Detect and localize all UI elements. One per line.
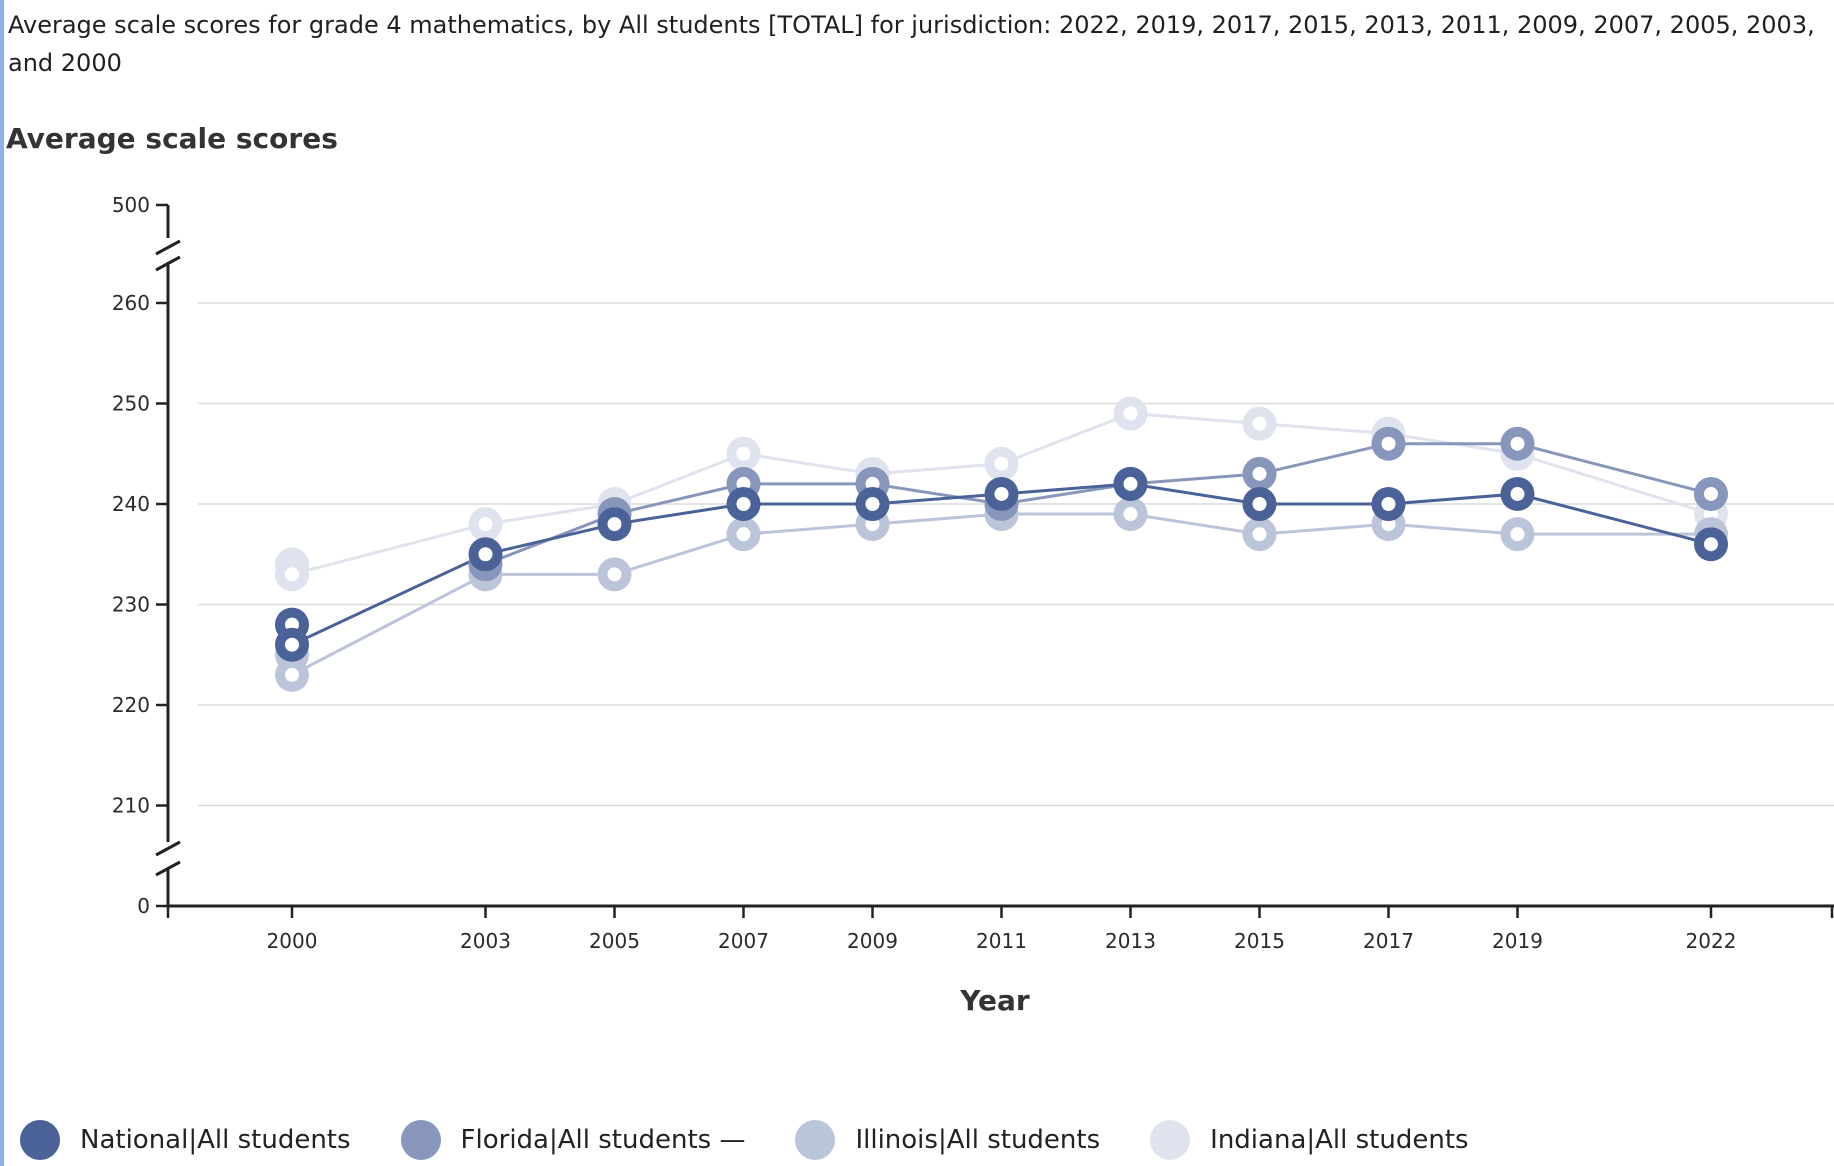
florida-point-center-2015	[1252, 466, 1267, 481]
y-tick-label-220: 220	[112, 693, 150, 717]
national-point-2005	[597, 507, 632, 542]
y-tick-label-210: 210	[112, 794, 150, 818]
legend-item-illinois[interactable]: Illinois|All students	[795, 1120, 1100, 1160]
national-point-center-2009	[865, 497, 880, 511]
illinois-point-2015	[1242, 517, 1277, 552]
legend-label-national: National|All students	[80, 1125, 351, 1155]
x-tick-label-2017: 2017	[1363, 929, 1414, 953]
national-point-center-2005	[607, 517, 622, 532]
legend-label-florida: Florida|All students —	[460, 1125, 746, 1155]
illinois-line	[291, 512, 1711, 677]
y-tick-label-0: 0	[137, 894, 150, 918]
illinois-point-2000	[275, 657, 309, 692]
illinois-point-center-2019	[1510, 527, 1525, 542]
illinois-point-center-2015	[1252, 527, 1267, 542]
illinois-point-center-2000	[285, 667, 299, 682]
legend-swatch-national	[20, 1120, 60, 1160]
florida-point-2022	[1694, 476, 1728, 511]
national-point-2017	[1371, 487, 1406, 521]
national-point-2000	[275, 627, 309, 662]
national-point-2019	[1500, 476, 1535, 511]
chart-title: Average scale scores for grade 4 mathema…	[8, 11, 1815, 77]
indiana-point-2000	[275, 557, 309, 592]
legend-swatch-illinois	[795, 1120, 836, 1160]
national-point-center-2017	[1381, 497, 1396, 511]
x-tick-label-2013: 2013	[1105, 929, 1156, 953]
legend-item-indiana[interactable]: Indiana|All students	[1150, 1120, 1469, 1160]
florida-point-2015	[1242, 456, 1277, 491]
indiana-point-center-2007	[736, 446, 751, 461]
y-axis-break-bottom-a	[155, 840, 181, 857]
florida-line	[484, 442, 1712, 566]
national-point-center-2003	[478, 547, 493, 562]
florida-point-center-2022	[1704, 486, 1718, 501]
legend-item-national[interactable]: National|All students	[20, 1120, 351, 1160]
national-point-center-2019	[1510, 486, 1525, 501]
x-tick-label-2003: 2003	[460, 929, 511, 953]
national-point-center-2011	[994, 486, 1009, 501]
y-tick-label-240: 240	[112, 492, 150, 516]
national-point-2003	[468, 537, 503, 572]
national-point-center-2015	[1252, 497, 1267, 511]
illinois-point-center-2007	[736, 527, 751, 542]
chart-svg: 0 210 220 230 240 250 260 500 2000 2003 2005 2007 20…	[112, 193, 1834, 1017]
indiana-point-2011	[984, 446, 1019, 481]
left-accent-bar	[0, 0, 4, 1166]
national-point-2011	[984, 476, 1019, 511]
indiana-point-2003	[468, 507, 503, 542]
florida-point-center-2019	[1510, 436, 1525, 451]
x-tick-label-2015: 2015	[1234, 929, 1285, 953]
illinois-point-2007	[726, 517, 761, 552]
y-tick-label-500: 500	[112, 193, 150, 217]
national-point-center-2000	[285, 637, 299, 652]
x-tick-label-2022: 2022	[1686, 929, 1737, 953]
y-tick-label-260: 260	[112, 291, 150, 315]
indiana-point-center-2000	[285, 567, 299, 582]
x-axis-title: Year	[959, 984, 1030, 1017]
x-tick-label-2009: 2009	[847, 929, 898, 953]
national-point-2007	[726, 487, 761, 521]
indiana-point-center-2015	[1252, 416, 1267, 431]
florida-point-2017	[1371, 426, 1406, 461]
indiana-point-center-2011	[994, 456, 1009, 471]
legend-label-indiana: Indiana|All students	[1210, 1125, 1469, 1155]
illinois-point-center-2005	[607, 567, 622, 582]
national-point-center-2007	[736, 497, 751, 511]
legend-item-florida[interactable]: Florida|All students —	[400, 1120, 746, 1160]
legend: National|All students Florida|All student…	[20, 1120, 1469, 1160]
indiana-point-center-2003	[478, 517, 493, 532]
florida-point-center-2017	[1381, 436, 1396, 451]
x-tick-label-2005: 2005	[589, 929, 640, 953]
axis-layer: 0 210 220 230 240 250 260 500 2000 2003 2005 2007 20…	[112, 193, 1834, 953]
indiana-point-2015	[1242, 406, 1277, 441]
national-point-2013	[1113, 466, 1148, 501]
national-point-center-2022	[1704, 537, 1718, 552]
illinois-point-2005	[597, 557, 632, 592]
y-tick-label-230: 230	[112, 593, 150, 617]
illinois-point-center-2013	[1123, 507, 1138, 522]
legend-label-illinois: Illinois|All students	[855, 1125, 1101, 1155]
indiana-point-center-2013	[1123, 406, 1138, 421]
illinois-point-2019	[1500, 517, 1535, 552]
legend-swatch-florida	[400, 1120, 441, 1160]
national-point-2009	[855, 487, 890, 521]
y-tick-label-250: 250	[112, 392, 150, 416]
national-point-center-2013	[1123, 476, 1138, 491]
national-point-2015	[1242, 487, 1277, 521]
legend-swatch-indiana	[1150, 1120, 1191, 1160]
indiana-point-2013	[1113, 396, 1148, 431]
indiana-point-2007	[726, 436, 761, 471]
x-tick-label-2000: 2000	[267, 929, 318, 953]
markers-layer	[275, 396, 1728, 692]
illinois-point-2013	[1113, 497, 1148, 532]
y-axis-break-top-a	[155, 239, 181, 256]
national-point-2022	[1694, 527, 1728, 562]
y-axis-title: Average scale scores	[6, 122, 338, 155]
x-tick-label-2011: 2011	[976, 929, 1027, 953]
x-tick-label-2007: 2007	[718, 929, 769, 953]
florida-point-2019	[1500, 426, 1535, 461]
x-tick-label-2019: 2019	[1492, 929, 1543, 953]
grid-layer	[198, 302, 1834, 807]
